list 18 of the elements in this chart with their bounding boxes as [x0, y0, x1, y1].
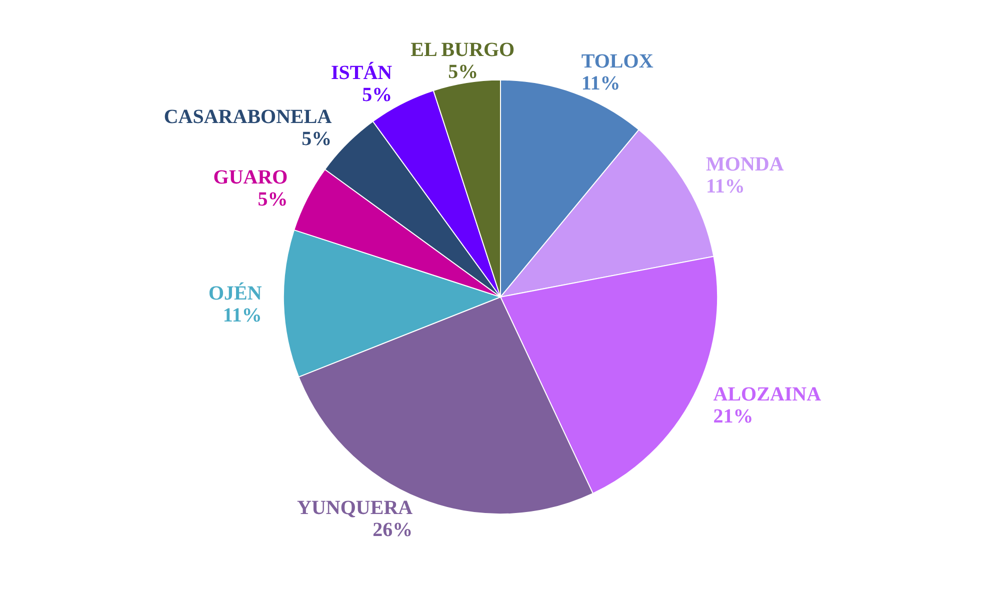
slice-label: EL BURGO — [410, 39, 515, 62]
data-label: 5% — [448, 61, 478, 84]
slice-label: OJÉN — [208, 282, 262, 304]
data-label: 5% — [258, 188, 288, 211]
slice-label: CASARABONELA — [164, 106, 332, 128]
data-label: 11% — [581, 72, 620, 94]
data-label: 5% — [302, 128, 332, 150]
slice-label: MONDA — [706, 153, 784, 176]
data-label: 11% — [222, 304, 262, 326]
slice-label: ISTÁN — [330, 61, 393, 84]
slice-label: GUARO — [213, 166, 288, 189]
data-label: 26% — [372, 519, 413, 542]
data-label: 21% — [713, 405, 754, 428]
data-label: 5% — [362, 84, 392, 106]
slice-label: TOLOX — [581, 50, 654, 72]
slice-label: ALOZAINA — [713, 383, 822, 406]
slice-label: YUNQUERA — [297, 497, 414, 520]
data-label: 11% — [706, 175, 745, 198]
